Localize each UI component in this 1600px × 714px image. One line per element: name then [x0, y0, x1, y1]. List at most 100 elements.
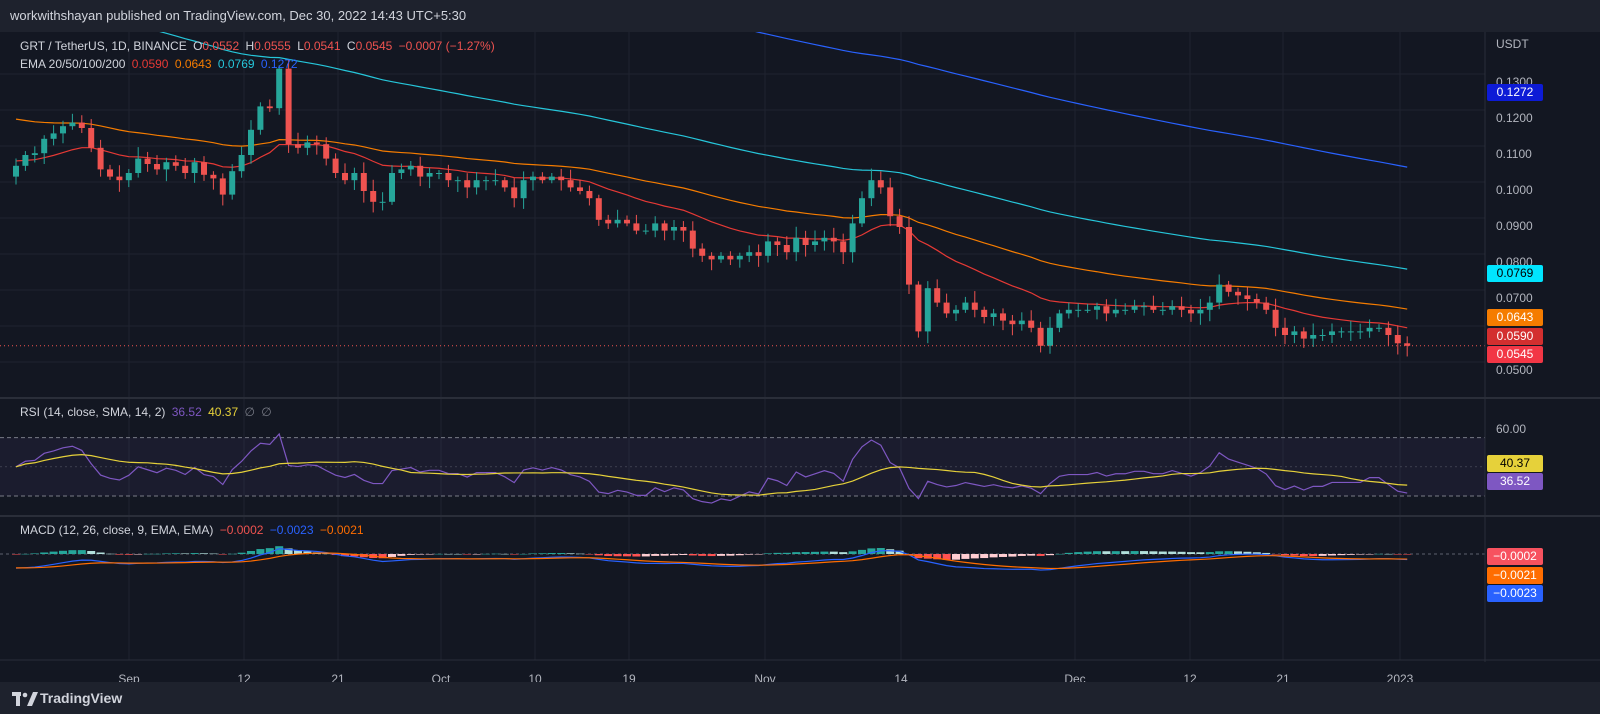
- ema200-value: 0.1272: [260, 57, 298, 71]
- candle-body: [1000, 313, 1006, 321]
- candle-body: [342, 173, 348, 181]
- macd-hist-bar: [999, 554, 1007, 557]
- candle-body: [1300, 331, 1307, 339]
- macd-hist-bar: [190, 553, 199, 554]
- candle-body: [1094, 306, 1100, 310]
- ema-legend: EMA 20/50/100/200 0.0590 0.0643 0.0769 0…: [20, 57, 301, 71]
- macd-hist-bar: [275, 546, 284, 554]
- ema200-price-tag: 0.1272: [1487, 84, 1543, 101]
- macd-hist-bar: [1149, 551, 1158, 554]
- candle-body: [727, 255, 734, 260]
- candle-body: [313, 142, 320, 145]
- ema50-price-tag: 0.0643: [1487, 309, 1543, 326]
- macd-hist-bar: [839, 552, 848, 554]
- macd-hist-bar: [1375, 553, 1383, 555]
- macd-hist-bar: [886, 549, 895, 554]
- candle-body: [417, 165, 424, 177]
- rsi-legend: RSI (14, close, SMA, 14, 2) 36.52 40.37 …: [20, 405, 275, 419]
- candle-body: [661, 223, 668, 231]
- macd-hist-bar: [341, 554, 349, 557]
- pane-separators[interactable]: [0, 32, 1600, 662]
- candle-body: [1178, 306, 1185, 310]
- candle-body: [78, 122, 85, 128]
- candle-body: [605, 219, 612, 224]
- candle-body: [877, 180, 884, 188]
- candle-body: [492, 180, 499, 182]
- price-tick-0.1100: 0.1100: [1496, 147, 1532, 161]
- candle-body: [370, 191, 377, 202]
- macd-hist-bar: [651, 554, 660, 556]
- low-value: 0.0541: [303, 39, 341, 53]
- macd-hist-bar: [1262, 552, 1271, 554]
- macd-hist-bar: [1036, 554, 1045, 556]
- macd-hist-bar: [1281, 554, 1289, 556]
- macd-hist-bar: [21, 553, 30, 555]
- candle-body: [943, 302, 950, 314]
- candle-body: [97, 147, 104, 170]
- candle-body: [755, 252, 762, 256]
- macd-hist-bar: [679, 554, 688, 555]
- macd-hist-bar: [1346, 554, 1355, 555]
- candle-body: [1225, 284, 1232, 292]
- candle-body: [172, 162, 179, 166]
- macd-hist-bar: [153, 553, 161, 555]
- candle-body: [1263, 302, 1270, 310]
- candle-body: [201, 162, 207, 175]
- macd-hist-bar: [1168, 551, 1177, 554]
- price-tick-0.1200: 0.1200: [1496, 111, 1533, 125]
- macd-value-tag: −0.0023: [1487, 585, 1543, 602]
- candle-body: [304, 142, 311, 148]
- candle-body: [1385, 327, 1392, 335]
- symbol-title: GRT / TetherUS, 1D, BINANCE: [20, 39, 187, 53]
- candle-body: [1112, 309, 1119, 314]
- candle-body: [88, 128, 95, 148]
- candle-body: [1282, 327, 1288, 335]
- macd-hist-bar: [77, 550, 86, 554]
- macd-hist-bar: [1008, 554, 1017, 557]
- footer-brand[interactable]: TradingView: [40, 690, 123, 706]
- candle-body: [586, 191, 593, 199]
- macd-line: [15, 548, 1408, 571]
- macd-hist-bar: [1074, 552, 1083, 554]
- macd-hist-bar: [134, 554, 143, 555]
- macd-hist-bar: [425, 554, 434, 555]
- candle-body: [1141, 306, 1147, 308]
- macd-hist-bar: [754, 554, 763, 555]
- candle-body: [191, 162, 198, 173]
- candle-body: [699, 248, 706, 256]
- macd-hist-bar: [1252, 552, 1261, 554]
- macd-hist-bar: [829, 551, 838, 554]
- macd-hist-bar: [303, 551, 312, 554]
- candle-body: [1028, 320, 1035, 328]
- macd-hist-bar: [773, 552, 782, 554]
- macd-hist-bar: [30, 553, 39, 554]
- candle-body: [1150, 306, 1157, 310]
- macd-hist-bar: [961, 554, 970, 559]
- macd-hist-bar: [247, 550, 255, 554]
- candle-body: [821, 237, 828, 242]
- macd-hist-bar: [1234, 551, 1242, 554]
- macd-hist-bar: [284, 548, 293, 554]
- ema100-line: [159, 32, 1408, 270]
- macd-hist-bar: [519, 553, 528, 555]
- candle-body: [210, 174, 217, 179]
- macd-hist-bar: [96, 552, 105, 554]
- candle-body: [50, 133, 57, 139]
- macd-hist-bar: [726, 554, 735, 556]
- chart-canvas[interactable]: [0, 32, 1600, 682]
- macd-hist-bar: [435, 553, 443, 555]
- candle-body: [689, 230, 696, 249]
- price-tick-0.0500: 0.0500: [1496, 363, 1533, 377]
- candle-body: [454, 180, 461, 182]
- rsi-label: RSI (14, close, SMA, 14, 2): [20, 405, 166, 419]
- macd-hist-bar: [641, 554, 650, 557]
- chart-frame[interactable]: GRT / TetherUS, 1D, BINANCE O0.0552 H0.0…: [0, 32, 1600, 686]
- candle-body: [483, 180, 489, 182]
- macd-signal-line: [15, 552, 1408, 570]
- macd-hist-bar: [181, 553, 190, 554]
- candle-body: [924, 288, 931, 332]
- macd-hist-bar: [952, 554, 960, 560]
- candle-body: [915, 284, 922, 332]
- candle-body: [501, 180, 508, 188]
- macd-hist-bar: [1328, 554, 1336, 556]
